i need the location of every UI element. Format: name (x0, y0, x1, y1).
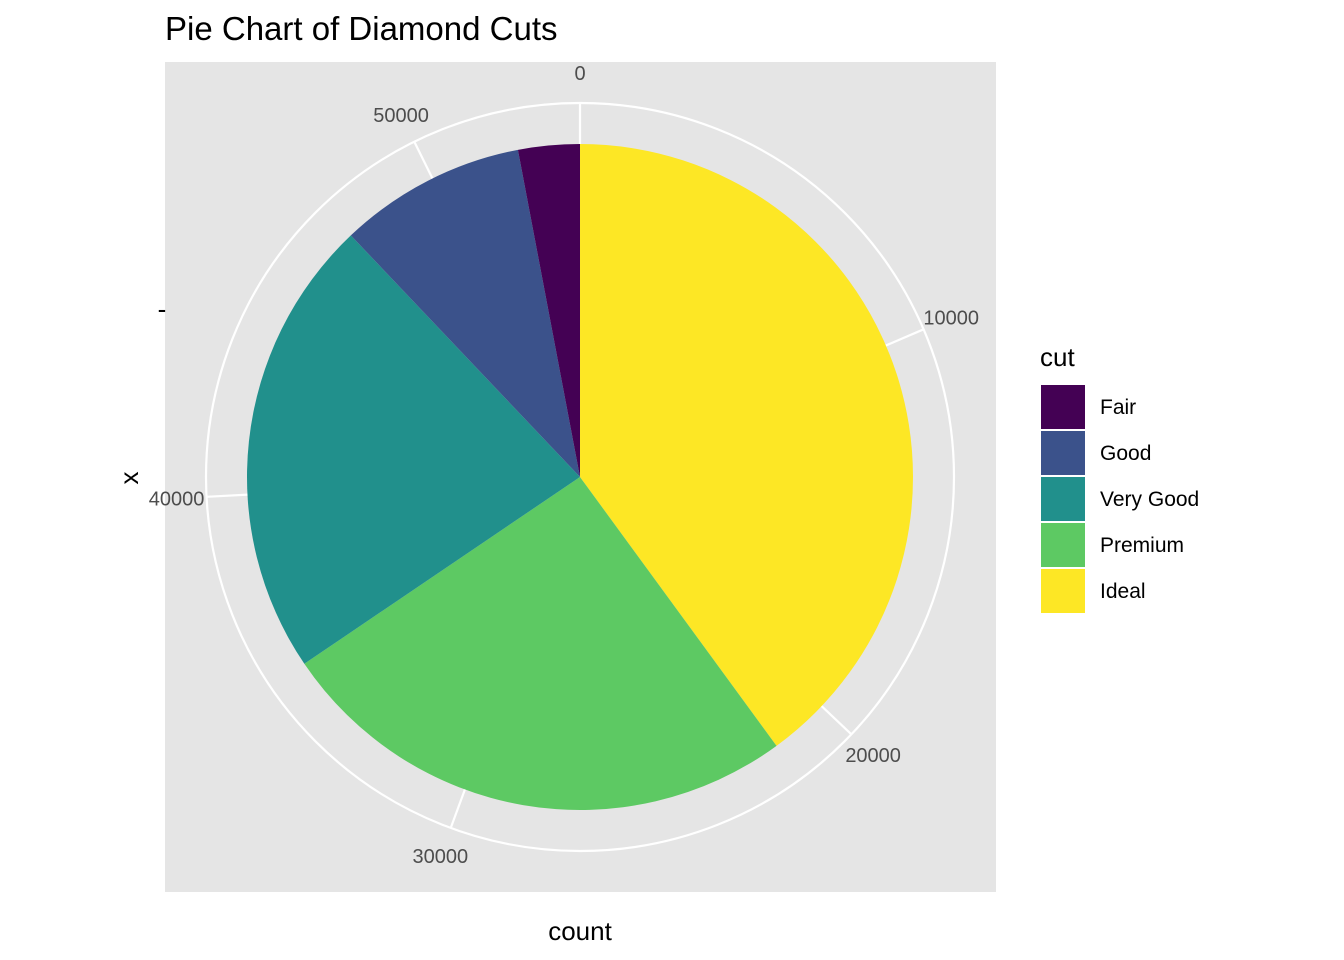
legend-label-ideal: Ideal (1100, 580, 1146, 603)
slice-fair (517, 144, 580, 477)
radial-tick-labels: 0 10000 20000 30000 40000 50000 (149, 63, 979, 868)
legend-key-premium (1039, 521, 1087, 569)
tick-label-0: 0 (574, 63, 585, 85)
pie-slices (246, 144, 914, 810)
legend-title: cut (1040, 342, 1075, 372)
legend-label-good: Good (1100, 442, 1151, 465)
slice-ideal (580, 144, 914, 746)
tick-label-10000: 10000 (923, 307, 979, 329)
slice-very-good (246, 235, 580, 664)
slice-good (350, 149, 580, 477)
legend-key-fair (1039, 383, 1087, 431)
legend-label-fair: Fair (1100, 396, 1136, 419)
tick-label-20000: 20000 (845, 745, 901, 767)
legend-label-premium: Premium (1100, 534, 1184, 557)
x-axis-title: count (548, 916, 612, 946)
y-axis-title: x (114, 472, 144, 485)
legend-label-very-good: Very Good (1100, 488, 1199, 511)
chart-title: Pie Chart of Diamond Cuts (165, 10, 558, 47)
tick-label-40000: 40000 (149, 488, 205, 510)
tick-label-30000: 30000 (413, 846, 469, 868)
legend-key-very-good (1039, 475, 1087, 523)
y-tick-label: - (158, 294, 167, 324)
legend: cut Fair Good Very Good Premium Ideal (1039, 342, 1199, 615)
legend-key-ideal (1039, 567, 1087, 615)
slice-premium (304, 477, 777, 810)
tick-label-50000: 50000 (373, 105, 429, 127)
legend-key-good (1039, 429, 1087, 477)
